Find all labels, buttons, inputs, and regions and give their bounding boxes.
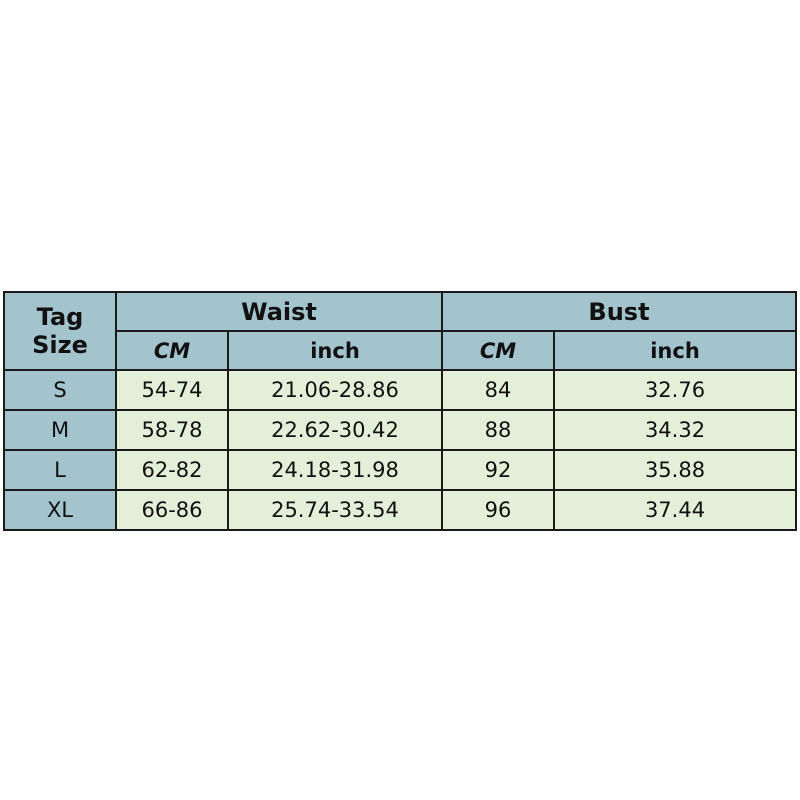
tag-size-header: Tag Size (3, 291, 117, 371)
waist-cm-cell: 58-78 (115, 409, 229, 451)
waist-inch-cell: 25.74-33.54 (227, 489, 443, 531)
bust-inch-cell: 32.76 (553, 369, 797, 411)
table-row: S 54-74 21.06-28.86 84 32.76 (3, 369, 797, 411)
bust-cm-cell: 88 (441, 409, 555, 451)
bust-inch-cell: 34.32 (553, 409, 797, 451)
waist-cm-header: CM (115, 330, 229, 371)
size-label: Size (32, 331, 88, 359)
waist-header: Waist (115, 291, 443, 332)
waist-cm-cell: 66-86 (115, 489, 229, 531)
bust-cm-cell: 84 (441, 369, 555, 411)
table-row: M 58-78 22.62-30.42 88 34.32 (3, 409, 797, 451)
table-row: L 62-82 24.18-31.98 92 35.88 (3, 449, 797, 491)
waist-inch-header: inch (227, 330, 443, 371)
waist-inch-cell: 21.06-28.86 (227, 369, 443, 411)
size-cell: XL (3, 489, 117, 531)
size-chart-table: Tag Size Waist Bust CM inch CM inch S 54-7… (3, 291, 797, 531)
size-cell: M (3, 409, 117, 451)
bust-inch-cell: 35.88 (553, 449, 797, 491)
waist-cm-cell: 62-82 (115, 449, 229, 491)
bust-inch-header: inch (553, 330, 797, 371)
bust-cm-cell: 96 (441, 489, 555, 531)
bust-inch-cell: 37.44 (553, 489, 797, 531)
waist-inch-cell: 22.62-30.42 (227, 409, 443, 451)
tag-label: Tag (36, 303, 84, 331)
size-cell: S (3, 369, 117, 411)
size-cell: L (3, 449, 117, 491)
bust-header: Bust (441, 291, 797, 332)
waist-cm-cell: 54-74 (115, 369, 229, 411)
waist-inch-cell: 24.18-31.98 (227, 449, 443, 491)
bust-cm-cell: 92 (441, 449, 555, 491)
bust-cm-header: CM (441, 330, 555, 371)
table-row: XL 66-86 25.74-33.54 96 37.44 (3, 489, 797, 531)
